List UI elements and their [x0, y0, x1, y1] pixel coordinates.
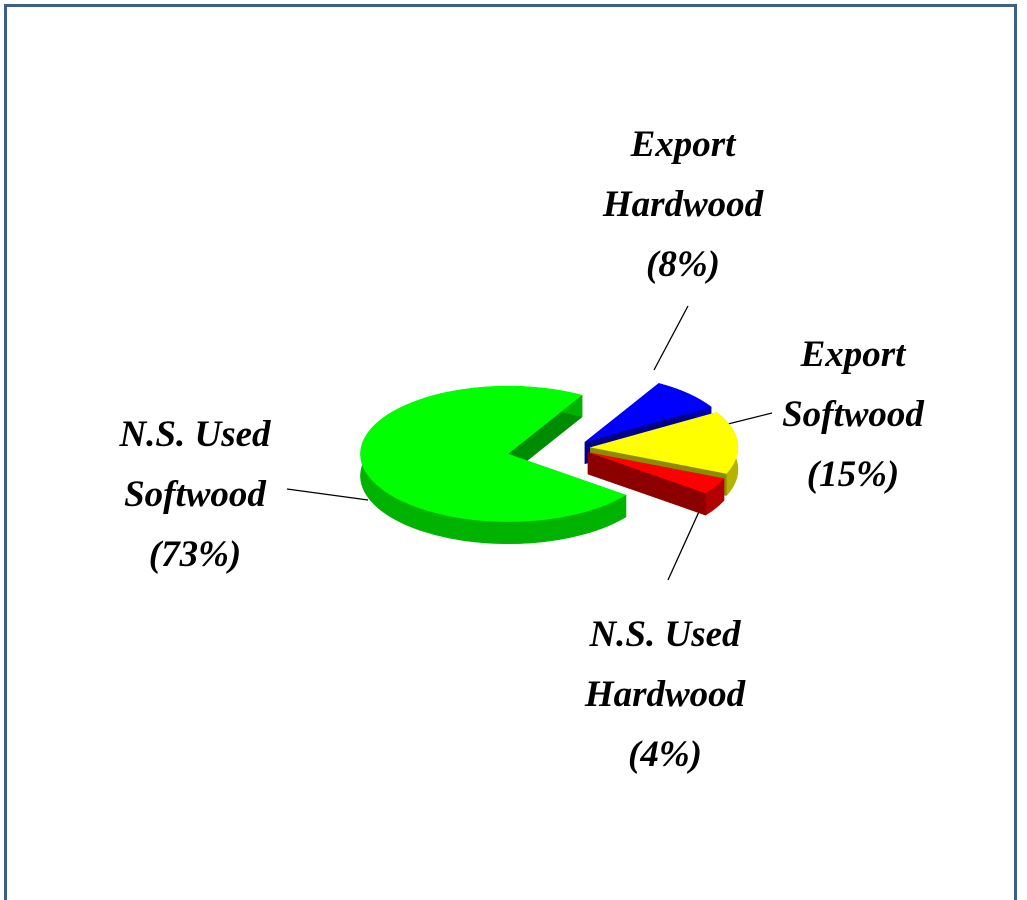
value-label: (73%)	[148, 534, 242, 575]
slice-side	[508, 395, 583, 476]
pie-slice	[590, 412, 739, 474]
value-label: (8%)	[646, 244, 720, 285]
pie-slice	[587, 452, 725, 494]
leader-line	[653, 305, 689, 371]
slice-label: Export Hardwood (8%)	[573, 115, 793, 295]
frame	[4, 4, 1017, 900]
pie-slice	[360, 385, 627, 522]
slice-wall	[360, 385, 627, 544]
category-label: N.S. Used Hardwood	[584, 614, 746, 715]
category-label: N.S. Used Softwood	[119, 414, 271, 515]
slice-label: N.S. Used Hardwood (4%)	[555, 605, 775, 785]
category-label: Export Hardwood	[602, 124, 764, 225]
pie-slice	[584, 383, 712, 442]
slice	[587, 452, 725, 516]
category-label: Export Softwood	[782, 334, 924, 435]
slice-wall	[705, 478, 725, 516]
value-label: (15%)	[806, 454, 900, 495]
slice-side	[587, 452, 706, 516]
leader-line	[286, 488, 369, 501]
slice-label: Export Softwood (15%)	[743, 325, 963, 505]
leader-line	[667, 504, 703, 581]
slice	[360, 385, 627, 544]
value-label: (4%)	[628, 734, 702, 775]
slice-label: N.S. Used Softwood (73%)	[85, 405, 305, 585]
